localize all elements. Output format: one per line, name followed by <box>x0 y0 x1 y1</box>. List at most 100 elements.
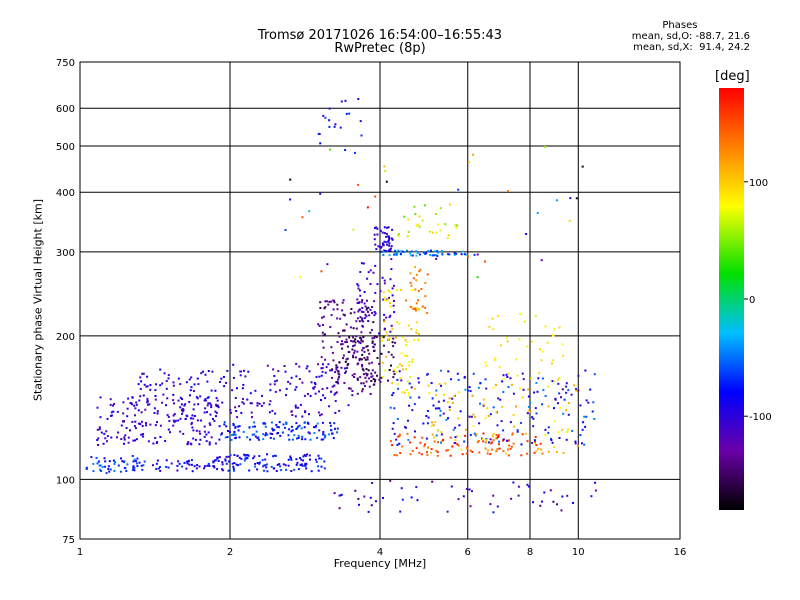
data-point <box>502 450 505 453</box>
data-point <box>529 410 532 413</box>
data-point <box>519 312 522 315</box>
data-point <box>547 426 550 429</box>
data-point <box>330 346 333 349</box>
data-point <box>365 308 368 311</box>
data-point <box>99 468 102 471</box>
data-point <box>581 442 583 445</box>
data-point <box>389 291 392 294</box>
data-point <box>435 250 438 253</box>
data-point <box>220 377 223 380</box>
data-point <box>381 276 384 279</box>
data-point <box>198 465 201 468</box>
data-point <box>469 390 472 393</box>
data-point <box>390 353 393 356</box>
data-point <box>534 441 536 444</box>
data-point <box>430 249 432 252</box>
data-point <box>369 393 372 395</box>
data-point <box>413 387 416 390</box>
data-point <box>258 461 261 464</box>
data-point <box>251 416 253 419</box>
data-point <box>436 454 439 457</box>
data-point <box>359 376 362 379</box>
data-point <box>159 466 161 468</box>
data-point <box>477 386 480 389</box>
data-point <box>415 447 418 450</box>
data-point <box>445 418 448 421</box>
data-point <box>324 300 327 303</box>
data-point <box>392 422 395 425</box>
data-point <box>575 388 577 390</box>
data-point <box>224 436 227 439</box>
data-point <box>402 336 404 339</box>
data-point <box>388 242 391 245</box>
data-point <box>304 462 307 465</box>
data-point <box>439 229 442 232</box>
data-point <box>385 241 388 244</box>
data-point <box>366 356 369 359</box>
data-point <box>499 398 502 401</box>
data-point <box>152 442 155 445</box>
data-point <box>417 377 420 380</box>
data-point <box>370 504 373 507</box>
data-point <box>365 368 368 371</box>
data-point <box>351 374 354 377</box>
data-point <box>396 417 399 420</box>
data-point <box>389 305 392 308</box>
data-point <box>413 339 416 342</box>
data-point <box>179 383 182 386</box>
data-point <box>383 279 386 282</box>
data-point <box>204 373 207 376</box>
data-point <box>320 356 323 359</box>
data-point <box>296 427 299 430</box>
data-point <box>329 148 331 151</box>
data-point <box>182 432 185 435</box>
data-point <box>373 233 376 236</box>
data-point <box>360 339 363 342</box>
data-point <box>149 384 152 386</box>
data-point <box>343 314 346 317</box>
data-point <box>238 436 241 439</box>
data-point <box>422 251 425 254</box>
data-point <box>269 389 272 392</box>
data-point <box>408 382 411 385</box>
data-point <box>516 374 519 377</box>
data-point <box>321 340 324 343</box>
data-point <box>232 422 235 425</box>
data-point <box>146 385 149 388</box>
data-point <box>156 410 159 413</box>
data-point <box>215 405 218 407</box>
data-point <box>463 440 466 443</box>
data-point <box>415 254 418 257</box>
data-point <box>383 226 386 229</box>
data-point <box>357 183 360 186</box>
data-point <box>476 441 479 444</box>
data-point <box>521 433 524 436</box>
data-point <box>386 226 389 229</box>
data-point <box>233 454 236 456</box>
data-point <box>109 468 112 471</box>
data-point <box>165 465 168 468</box>
data-point <box>216 468 219 471</box>
data-point <box>299 457 301 459</box>
data-point <box>357 310 360 313</box>
data-point <box>397 249 400 252</box>
data-point <box>442 412 445 415</box>
data-point <box>430 451 433 454</box>
data-point <box>390 237 393 240</box>
data-point <box>353 311 356 314</box>
data-point <box>179 396 182 399</box>
data-point <box>456 435 459 438</box>
data-point <box>451 445 454 448</box>
data-point <box>374 243 377 246</box>
data-point <box>159 436 162 438</box>
data-point <box>437 441 439 444</box>
data-point <box>535 382 538 384</box>
y-tick-label: 200 <box>56 332 75 343</box>
data-point <box>253 433 256 436</box>
data-point <box>388 316 391 319</box>
data-point <box>103 432 106 435</box>
data-point <box>331 368 334 371</box>
data-point <box>148 403 151 406</box>
data-point <box>392 356 395 359</box>
data-point <box>553 446 556 449</box>
